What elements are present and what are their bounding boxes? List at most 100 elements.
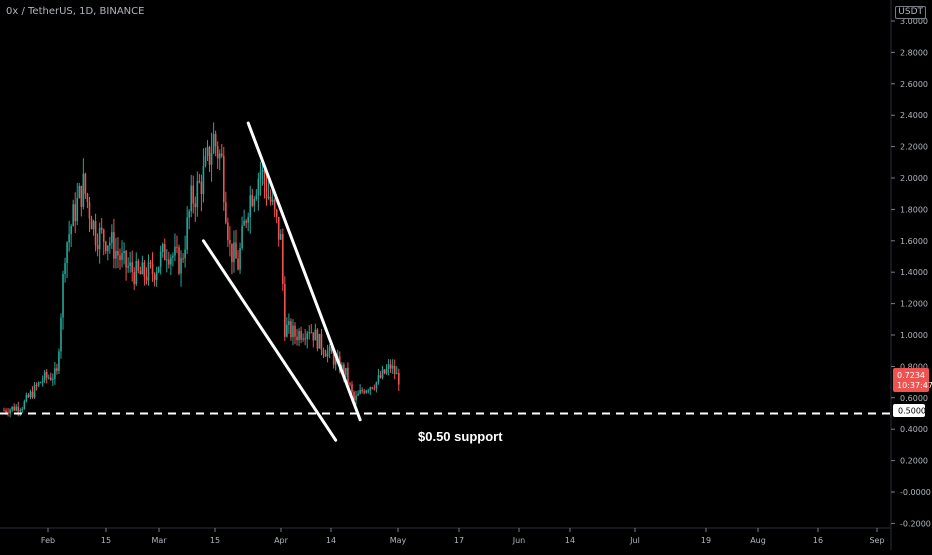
candle-body-down xyxy=(229,240,231,244)
candle-body-up xyxy=(381,369,384,378)
candle-body-up xyxy=(78,185,81,198)
candle-body-down xyxy=(208,146,211,165)
candle-body-down xyxy=(168,259,170,265)
candle-body-down xyxy=(237,258,239,270)
candle-body-up xyxy=(58,351,60,371)
price-tick-label: 2.6000 xyxy=(900,80,928,89)
candle-body-down xyxy=(245,220,247,223)
candle-body-up xyxy=(247,216,249,223)
time-tick-label: 14 xyxy=(565,536,575,545)
candle-body-up xyxy=(241,225,243,249)
candle-body-up xyxy=(98,227,101,250)
candles-group xyxy=(3,122,400,418)
candle-body-up xyxy=(166,259,168,261)
candle-body-down xyxy=(275,209,278,217)
candle-body-down xyxy=(94,221,97,246)
candle-body-up xyxy=(387,364,390,369)
candle-body-up xyxy=(170,257,172,265)
current-price-badge: 0.7234 10:37:47 xyxy=(893,368,932,392)
candle-body-up xyxy=(239,248,241,270)
candle-body-down xyxy=(347,367,349,384)
candle-body-down xyxy=(316,329,319,349)
candle-body-down xyxy=(265,184,268,198)
candle-body-down xyxy=(343,364,345,376)
candle-body-down xyxy=(277,216,280,240)
candle-body-up xyxy=(243,220,245,226)
candle-body-up xyxy=(218,153,221,159)
candle-body-up xyxy=(123,250,125,254)
candle-body-up xyxy=(72,204,74,227)
candle-body-down xyxy=(194,203,197,208)
candle-body-up xyxy=(249,195,252,217)
candle-body-up xyxy=(161,244,164,252)
candle-body-up xyxy=(66,242,68,264)
candle-body-down xyxy=(227,222,229,241)
candle-body-up xyxy=(11,406,13,410)
trendline-lower[interactable] xyxy=(201,239,338,442)
candle-body-down xyxy=(273,199,276,210)
candle-body-down xyxy=(371,387,374,389)
candle-body-up xyxy=(210,152,213,165)
candle-body-up xyxy=(286,324,288,337)
candle-body-down xyxy=(139,270,142,275)
candle-body-up xyxy=(121,253,123,260)
candle-body-down xyxy=(300,331,302,340)
price-tick-label: 0.4000 xyxy=(900,425,928,434)
candle-body-down xyxy=(45,372,48,378)
candle-body-up xyxy=(62,274,64,318)
candle-body-down xyxy=(100,227,103,230)
candle-body-down xyxy=(90,218,93,230)
candle-body-up xyxy=(29,391,32,398)
candle-body-down xyxy=(145,276,148,281)
time-tick-label: 16 xyxy=(813,536,823,545)
candle-body-up xyxy=(19,410,22,412)
price-tick-label: 2.0000 xyxy=(900,174,928,183)
candle-body-up xyxy=(328,346,331,351)
candle-body-up xyxy=(82,173,85,207)
candle-body-up xyxy=(23,401,26,409)
candle-body-up xyxy=(92,221,95,230)
candle-body-down xyxy=(281,234,284,285)
candle-body-down xyxy=(363,391,365,393)
candle-body-up xyxy=(288,321,290,325)
trendline-upper[interactable] xyxy=(246,121,362,422)
candle-body-up xyxy=(308,332,311,334)
candle-body-down xyxy=(131,262,134,273)
time-tick-label: 19 xyxy=(701,536,711,545)
candle-body-down xyxy=(192,185,195,204)
candle-body-up xyxy=(186,217,188,250)
candle-body-down xyxy=(102,229,105,242)
candle-body-down xyxy=(153,274,156,280)
candle-body-up xyxy=(357,393,359,396)
candle-body-down xyxy=(3,410,5,412)
currency-badge[interactable]: USDT xyxy=(895,6,926,19)
candle-body-up xyxy=(127,266,129,268)
candle-body-down xyxy=(310,332,313,334)
candle-body-down xyxy=(137,260,140,271)
candle-body-up xyxy=(318,333,321,349)
price-tick-label: 0.2000 xyxy=(900,457,928,466)
candle-body-up xyxy=(326,350,329,357)
price-axis[interactable]: 3.0000 2.8000 2.6000 2.4000 2.2000 2.0000 1.80… xyxy=(890,0,931,550)
candle-body-up xyxy=(47,377,50,379)
symbol-title[interactable]: 0x / TetherUS, 1D, BINANCE xyxy=(6,6,145,17)
candle-body-up xyxy=(157,266,160,273)
candle-body-down xyxy=(80,185,83,207)
candle-body-up xyxy=(257,178,260,196)
candle-body-down xyxy=(50,377,52,380)
candle-body-down xyxy=(349,383,351,385)
candle-body-up xyxy=(184,249,186,259)
candle-body-down xyxy=(389,364,392,369)
candle-body-up xyxy=(129,262,131,267)
support-price-badge: 0.5000 xyxy=(893,404,926,417)
time-axis[interactable]: Feb 15 Mar 15 Apr 14 May 17 Jun 14 Jul 19 Aug 16 Sep xyxy=(0,527,891,545)
candle-body-down xyxy=(304,338,306,340)
time-tick-label: Apr xyxy=(274,536,289,545)
candle-body-up xyxy=(345,367,347,376)
candle-body-up xyxy=(267,196,270,198)
time-tick-label: May xyxy=(390,536,407,545)
candle-body-up xyxy=(68,234,70,243)
time-tick-label: Sep xyxy=(869,536,884,545)
